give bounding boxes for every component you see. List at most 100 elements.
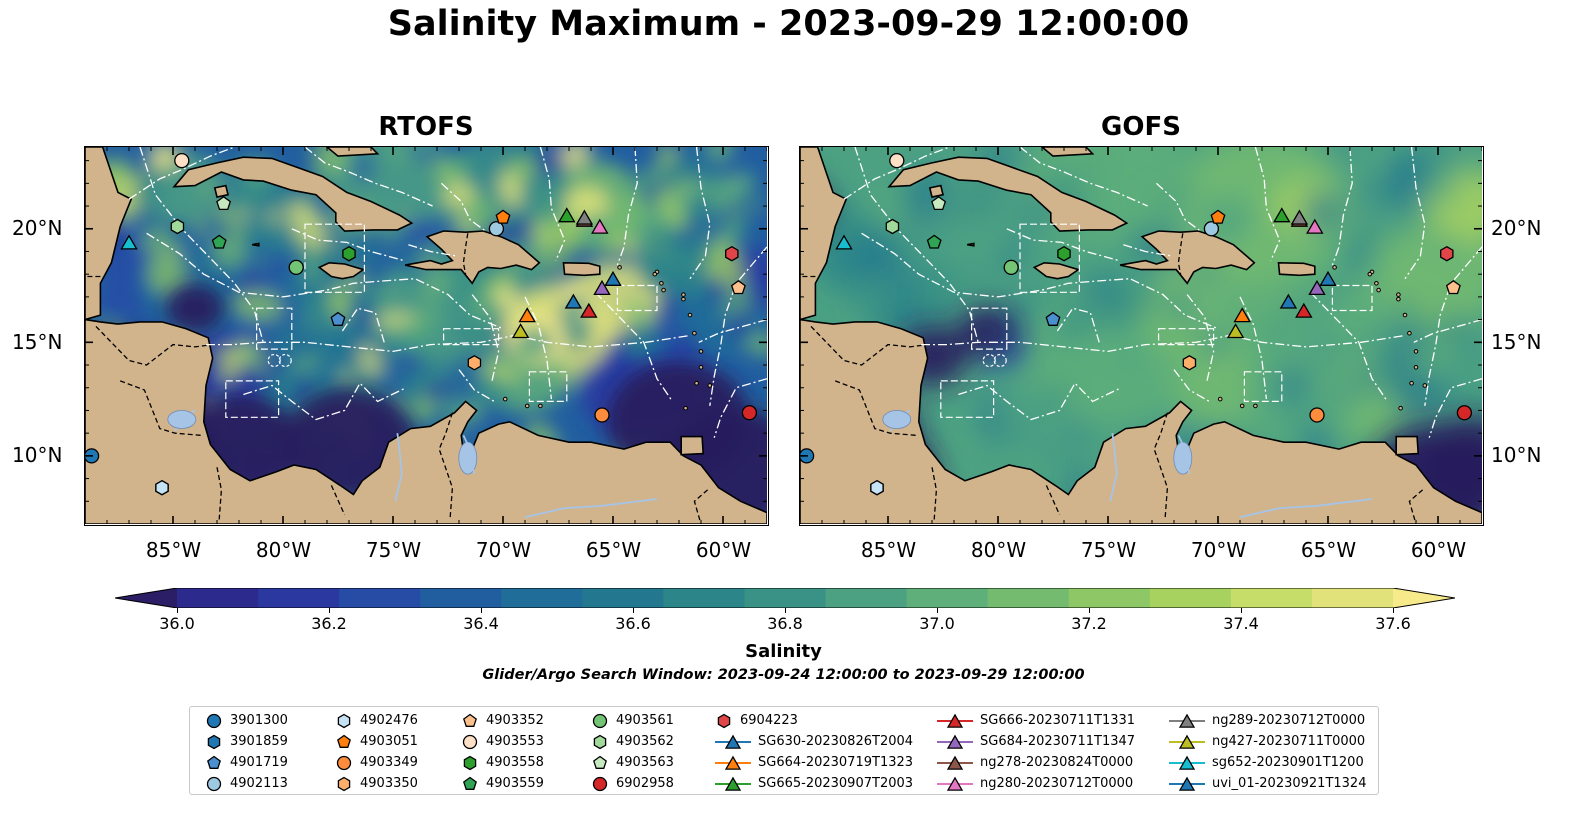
legend-item: 4902476 (334, 710, 418, 731)
land (800, 147, 1482, 524)
colorbar-tick-label: 37.2 (1071, 614, 1107, 633)
observation-markers (85, 152, 758, 496)
legend-label: SG684-20230711T1347 (980, 734, 1136, 749)
x-tick-label: 70°W (475, 538, 532, 562)
circle-marker-icon (462, 734, 478, 749)
legend-item: 4903559 (460, 773, 544, 794)
x-tick-label: 65°W (585, 538, 642, 562)
colorbar-bin (1311, 588, 1394, 608)
colorbar-bin (501, 588, 583, 608)
legend-label: 4903349 (360, 755, 418, 770)
colorbar-bin (177, 588, 259, 608)
legend-label: 6904223 (740, 713, 798, 728)
legend-label: sg652-20230901T1200 (1212, 755, 1364, 770)
marker-4903558 (342, 245, 356, 262)
circle-marker-icon (336, 755, 352, 770)
triangle-marker-icon (1169, 755, 1205, 770)
x-tick-label: 60°W (695, 538, 752, 562)
hexagon-marker-icon (463, 755, 477, 770)
legend-item: ng280-20230712T0000 (936, 773, 1133, 794)
colorbar-tick-mark (632, 608, 634, 613)
triangle-marker-icon (1169, 776, 1205, 791)
legend-item: SG664-20230719T1323 (714, 752, 913, 773)
figure-title: Salinity Maximum - 2023-09-29 12:00:00 (387, 4, 1190, 44)
observation-markers (800, 152, 1473, 496)
colorbar-bin (987, 588, 1070, 608)
y-tick-label: 10°N (12, 443, 63, 468)
colorbar-label: Salinity (745, 641, 822, 662)
triangle-marker-icon (937, 755, 973, 770)
colorbar-ticks: 36.0 36.2 36.4 36.6 36.8 37.0 37.2 37.4 37.6 (0, 608, 1577, 636)
legend-item: ng427-20230711T0000 (1168, 731, 1365, 752)
legend-item: ng278-20230824T0000 (936, 752, 1133, 773)
marker-4903562 (170, 218, 185, 235)
marker-6904223 (725, 245, 739, 262)
triangle-marker-icon (937, 734, 973, 749)
triangle-marker-icon (1169, 713, 1205, 728)
marker-ng289-20230712T0000 (575, 209, 594, 225)
colorbar-bin (1230, 588, 1313, 608)
legend-item: 6902958 (590, 773, 674, 794)
triangle-marker-icon (715, 776, 751, 791)
marker-4903051 (495, 209, 511, 224)
pentagon-marker-icon (337, 734, 351, 748)
hexagon-marker-icon (593, 734, 607, 749)
legend-item: 4903561 (590, 710, 674, 731)
marker-4903553 (174, 152, 190, 169)
legend-label: ng289-20230712T0000 (1212, 713, 1366, 728)
legend-item: SG684-20230711T1347 (936, 731, 1135, 752)
legend-label: 3901859 (230, 734, 288, 749)
panel-title-gofs: GOFS (1101, 112, 1181, 142)
legend-item: ng289-20230712T0000 (1168, 710, 1365, 731)
salinity-colorbar (115, 588, 1455, 608)
marker-uvi_01-20230921T1324 (604, 270, 622, 286)
marker-4903563 (931, 196, 947, 211)
x-tick-label: 80°W (970, 538, 1027, 562)
legend-label: 4903561 (616, 713, 674, 728)
panel-title-rtofs: RTOFS (378, 112, 474, 142)
legend-label: ng278-20230824T0000 (980, 755, 1134, 770)
legend-label: 4902113 (230, 776, 288, 791)
legend-item: sg652-20230901T1200 (1168, 752, 1364, 773)
colorbar-tick-label: 37.6 (1375, 614, 1411, 633)
pentagon-marker-icon (463, 713, 477, 727)
triangle-marker-icon (1169, 734, 1205, 749)
legend-item: SG630-20230826T2004 (714, 731, 913, 752)
y-tick-label: 15°N (1491, 329, 1542, 354)
colorbar-tick-label: 37.0 (919, 614, 955, 633)
hexagon-marker-icon (717, 713, 731, 728)
x-tick-label: 70°W (1190, 538, 1247, 562)
maritime-boundaries (843, 147, 1482, 438)
y-tick-label: 20°N (12, 216, 63, 241)
marker-4903561 (1003, 259, 1019, 276)
legend-item: 4903349 (334, 752, 418, 773)
colorbar-tick-label: 37.4 (1223, 614, 1259, 633)
marker-SG666-20230711T1331 (1295, 302, 1313, 318)
maritime-boundaries (128, 147, 767, 438)
hexagon-marker-icon (337, 713, 351, 728)
legend-item: 4903051 (334, 731, 418, 752)
marker-4903559 (211, 234, 227, 249)
legend: 3901300 3901859 4901719 4902113 4902476 49030… (189, 706, 1379, 795)
colorbar-tick-label: 36.6 (615, 614, 651, 633)
legend-label: 4903563 (616, 755, 674, 770)
marker-ng280-20230712T0000 (1306, 218, 1324, 234)
land (85, 147, 767, 524)
marker-6902958 (741, 405, 758, 421)
legend-label: SG666-20230711T1331 (980, 713, 1136, 728)
colorbar-tick-mark (328, 608, 330, 613)
hexagon-marker-icon (337, 776, 351, 791)
colorbar-tick-mark (1240, 608, 1242, 613)
marker-SG684-20230711T1347 (593, 279, 611, 296)
colorbar-bin (1068, 588, 1151, 608)
legend-item: SG666-20230711T1331 (936, 710, 1135, 731)
legend-label: 3901300 (230, 713, 288, 728)
marker-ng289-20230712T0000 (1290, 209, 1309, 225)
marker-SG664-20230719T1323 (1233, 307, 1251, 323)
colorbar-tick-mark (784, 608, 786, 613)
ticks (85, 147, 767, 524)
legend-item: 4903352 (460, 710, 544, 731)
legend-item: 4903562 (590, 731, 674, 752)
hexagon-marker-icon (207, 734, 221, 749)
marker-SG630-20230826T2004 (1279, 293, 1298, 309)
